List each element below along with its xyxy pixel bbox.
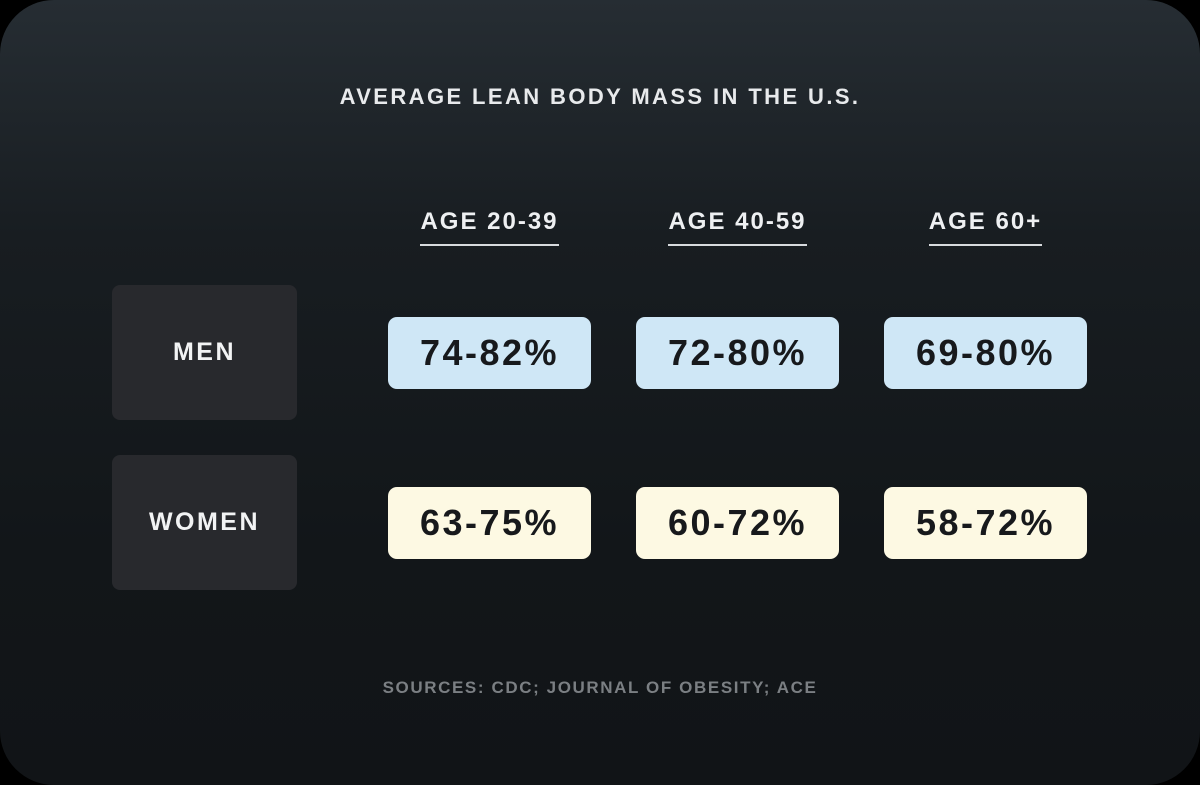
- column-header-age-40-59: AGE 40-59: [636, 208, 839, 246]
- row-label-men: MEN: [112, 285, 297, 420]
- cell-women-age-60-plus: 58-72%: [884, 487, 1087, 559]
- sources-footnote: SOURCES: CDC; JOURNAL OF OBESITY; ACE: [382, 678, 818, 697]
- cell-men-age-20-39: 74-82%: [388, 317, 591, 389]
- cell-women-age-20-39: 63-75%: [388, 487, 591, 559]
- column-header-label: AGE 20-39: [420, 208, 559, 246]
- cell-men-age-60-plus: 69-80%: [884, 317, 1087, 389]
- column-header-label: AGE 60+: [928, 208, 1043, 246]
- chart-title: AVERAGE LEAN BODY MASS IN THE U.S.: [339, 84, 861, 109]
- column-header-age-60-plus: AGE 60+: [884, 208, 1087, 246]
- row-label-women: WOMEN: [112, 455, 297, 590]
- column-header-age-20-39: AGE 20-39: [388, 208, 591, 246]
- cell-women-age-40-59: 60-72%: [636, 487, 839, 559]
- cell-men-age-40-59: 72-80%: [636, 317, 839, 389]
- column-header-label: AGE 40-59: [668, 208, 807, 246]
